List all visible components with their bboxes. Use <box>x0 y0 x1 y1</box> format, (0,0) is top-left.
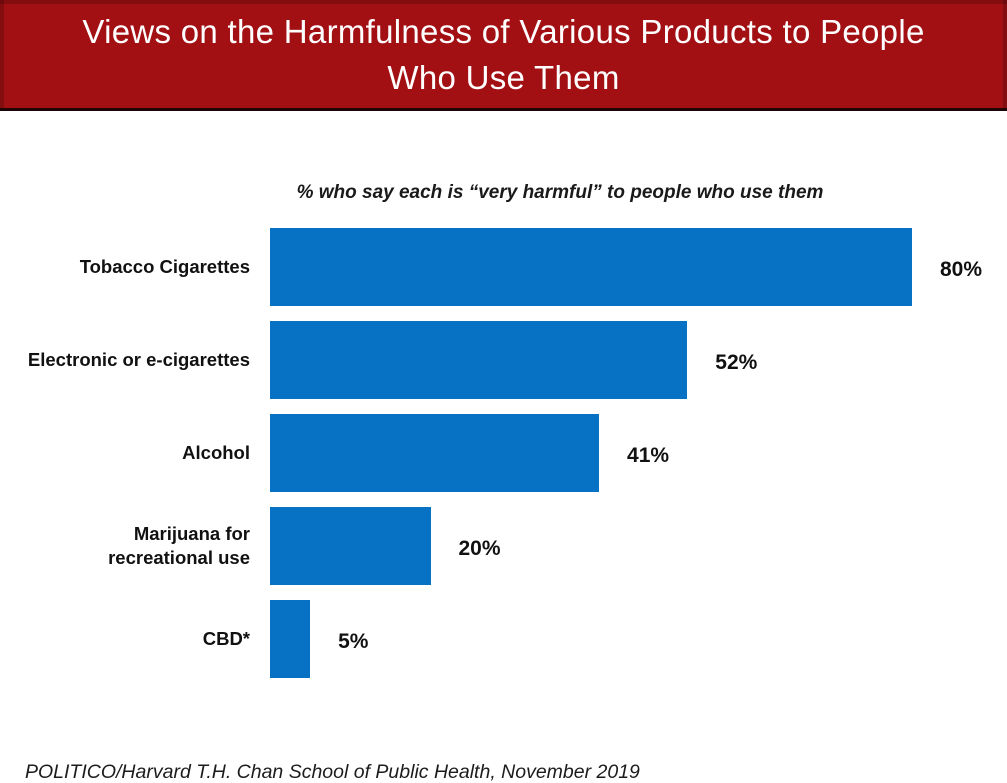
category-label: Alcohol <box>182 441 250 463</box>
bar <box>270 321 688 399</box>
bar <box>270 600 311 678</box>
value-label: 52% <box>715 350 758 374</box>
category-label: Electronic or e-cigarettes <box>27 348 250 370</box>
value-label: 5% <box>338 629 369 653</box>
value-label: 80% <box>940 257 983 281</box>
category-label: Tobacco Cigarettes <box>79 255 250 277</box>
value-label: 20% <box>458 536 501 560</box>
bar-row: Marijuana for recreational use 20% <box>0 507 1007 585</box>
source-attribution: POLITICO/Harvard T.H. Chan School of Pub… <box>25 761 640 783</box>
bar-row: Alcohol 41% <box>0 414 1007 492</box>
page-title-line-2: Who Use Them <box>387 59 620 96</box>
header-banner: Views on the Harmfulness of Various Prod… <box>0 0 1007 111</box>
bar <box>270 507 431 585</box>
value-label: 41% <box>627 443 670 467</box>
bar-row: Electronic or e-cigarettes 52% <box>0 321 1007 399</box>
category-label: CBD* <box>202 627 250 649</box>
bar-row: CBD* 5% <box>0 600 1007 678</box>
chart-subtitle: % who say each is “very harmful” to peop… <box>296 182 824 203</box>
bar-row: Tobacco Cigarettes 80% <box>0 228 1007 306</box>
page-title-line-1: Views on the Harmfulness of Various Prod… <box>82 13 925 50</box>
bar <box>270 414 600 492</box>
category-label: Marijuana for recreational use <box>108 522 250 568</box>
bar-chart: Tobacco Cigarettes 80% Electronic or e-cig… <box>0 228 1007 693</box>
bar <box>270 228 912 306</box>
